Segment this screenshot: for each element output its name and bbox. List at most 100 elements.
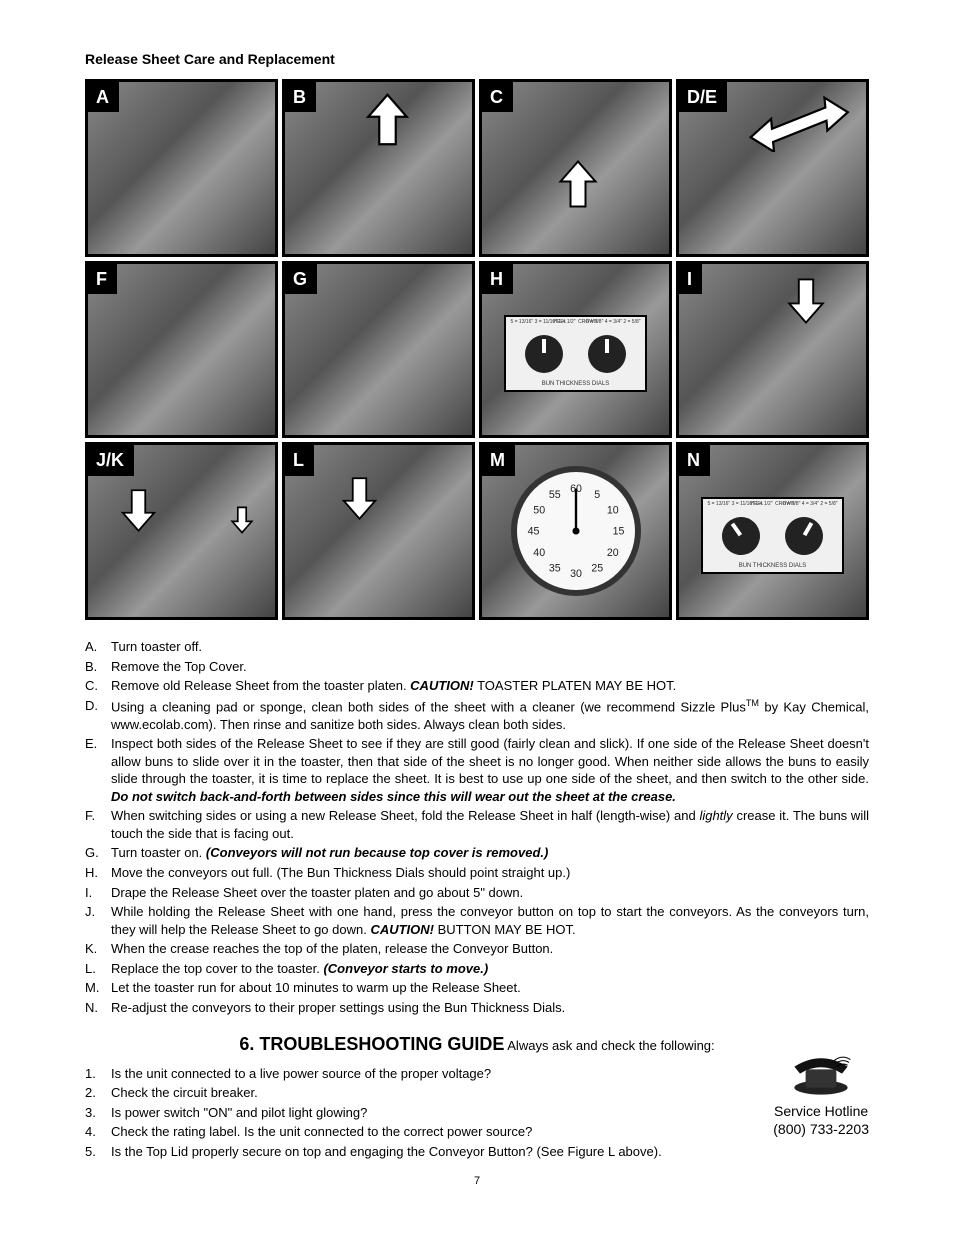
instruction-body: Re-adjust the conveyors to their proper … (111, 999, 869, 1017)
photo-label: L (285, 445, 314, 475)
troubleshoot-body: Is the Top Lid properly secure on top an… (111, 1143, 869, 1161)
troubleshoot-block: Service Hotline (800) 733-2203 1.Is the … (85, 1065, 869, 1161)
troubleshoot-marker: 2. (85, 1084, 111, 1102)
hotline-phone: (800) 733-2203 (773, 1120, 869, 1139)
instruction-marker: B. (85, 658, 111, 676)
troubleshoot-sub: Always ask and check the following: (507, 1038, 714, 1053)
instruction-marker: L. (85, 960, 111, 978)
instruction-list: A.Turn toaster off. B.Remove the Top Cove… (85, 638, 869, 1016)
instruction-item: L.Replace the top cover to the toaster. … (85, 960, 869, 978)
photo-label: G (285, 264, 317, 294)
photo-grid: A B C D/E F G H 5 = 13/16" 3 = 11/16" 1 … (85, 79, 869, 620)
troubleshoot-body: Check the rating label. Is the unit conn… (111, 1123, 869, 1141)
troubleshoot-item: 5.Is the Top Lid properly secure on top … (85, 1143, 869, 1161)
instruction-marker: J. (85, 903, 111, 938)
instruction-body: Inspect both sides of the Release Sheet … (111, 735, 869, 805)
instruction-item: E.Inspect both sides of the Release Shee… (85, 735, 869, 805)
photo-a: A (85, 79, 278, 257)
instruction-item: A.Turn toaster off. (85, 638, 869, 656)
svg-text:50: 50 (533, 505, 545, 517)
troubleshoot-marker: 1. (85, 1065, 111, 1083)
troubleshoot-marker: 4. (85, 1123, 111, 1141)
troubleshoot-item: 4.Check the rating label. Is the unit co… (85, 1123, 869, 1141)
arrow-up-icon (360, 92, 415, 147)
instruction-marker: E. (85, 735, 111, 805)
instruction-body: Remove old Release Sheet from the toaste… (111, 677, 869, 695)
page-number: 7 (85, 1174, 869, 1189)
arrow-up-icon (553, 159, 603, 209)
dial-heel-label: HEEL (553, 319, 566, 326)
instruction-item: F.When switching sides or using a new Re… (85, 807, 869, 842)
hotline-block: Service Hotline (800) 733-2203 (773, 1053, 869, 1140)
dial-right-labels: 6 = 7/8" 4 = 3/4" 2 = 5/8" (586, 319, 640, 326)
photo-n: N 5 = 13/16" 3 = 11/16" 1 = 1/2" HEEL CR… (676, 442, 869, 620)
photo-c: C (479, 79, 672, 257)
instruction-body: While holding the Release Sheet with one… (111, 903, 869, 938)
troubleshoot-item: 3.Is power switch "ON" and pilot light g… (85, 1104, 869, 1122)
dial-icon (778, 510, 830, 562)
instruction-item: B.Remove the Top Cover. (85, 658, 869, 676)
troubleshoot-marker: 5. (85, 1143, 111, 1161)
instruction-marker: F. (85, 807, 111, 842)
instruction-body: Drape the Release Sheet over the toaster… (111, 884, 869, 902)
troubleshoot-body: Is the unit connected to a live power so… (111, 1065, 869, 1083)
instruction-body: When the crease reaches the top of the p… (111, 940, 869, 958)
dial-right-labels: 6 = 7/8" 4 = 3/4" 2 = 5/8" (783, 501, 837, 508)
section-title: Release Sheet Care and Replacement (85, 50, 869, 69)
photo-g: G (282, 261, 475, 439)
instruction-body: Turn toaster on. (Conveyors will not run… (111, 844, 869, 862)
troubleshoot-title: 6. TROUBLESHOOTING GUIDE (239, 1034, 504, 1054)
svg-text:30: 30 (570, 568, 582, 580)
instruction-item: H.Move the conveyors out full. (The Bun … (85, 864, 869, 882)
photo-label: A (88, 82, 119, 112)
photo-label: F (88, 264, 117, 294)
dial-panel: 5 = 13/16" 3 = 11/16" 1 = 1/2" HEEL CROW… (701, 497, 843, 574)
photo-label: N (679, 445, 710, 475)
troubleshoot-item: 2.Check the circuit breaker. (85, 1084, 869, 1102)
photo-label: J/K (88, 445, 134, 475)
troubleshoot-list: 1.Is the unit connected to a live power … (85, 1065, 869, 1161)
photo-m: M 60510152025303540455055 (479, 442, 672, 620)
svg-text:15: 15 (612, 526, 624, 538)
instruction-item: C.Remove old Release Sheet from the toas… (85, 677, 869, 695)
dial-icon (525, 335, 563, 373)
troubleshoot-body: Is power switch "ON" and pilot light glo… (111, 1104, 869, 1122)
svg-text:5: 5 (594, 489, 600, 501)
arrow-double-icon (744, 92, 854, 152)
photo-h: H 5 = 13/16" 3 = 11/16" 1 = 1/2" HEEL CR… (479, 261, 672, 439)
instruction-marker: H. (85, 864, 111, 882)
instruction-marker: A. (85, 638, 111, 656)
photo-label: M (482, 445, 515, 475)
svg-text:25: 25 (591, 563, 603, 575)
photo-b: B (282, 79, 475, 257)
dial-icon (588, 335, 626, 373)
photo-label: D/E (679, 82, 727, 112)
arrow-down-icon (782, 277, 830, 325)
troubleshoot-heading: 6. TROUBLESHOOTING GUIDE Always ask and … (85, 1032, 869, 1056)
phone-icon (786, 1053, 856, 1097)
svg-text:40: 40 (533, 547, 545, 559)
instruction-body: Using a cleaning pad or sponge, clean bo… (111, 697, 869, 733)
instruction-body: Turn toaster off. (111, 638, 869, 656)
photo-jk: J/K (85, 442, 278, 620)
photo-label: B (285, 82, 316, 112)
instruction-marker: D. (85, 697, 111, 733)
arrow-down-icon (116, 488, 161, 533)
svg-text:55: 55 (548, 489, 560, 501)
instruction-item: K.When the crease reaches the top of the… (85, 940, 869, 958)
troubleshoot-item: 1.Is the unit connected to a live power … (85, 1065, 869, 1083)
instruction-marker: M. (85, 979, 111, 997)
svg-text:20: 20 (606, 547, 618, 559)
instruction-marker: K. (85, 940, 111, 958)
svg-text:10: 10 (606, 505, 618, 517)
arrow-down-small-icon (228, 506, 256, 534)
dial-icon (714, 509, 767, 562)
instruction-body: Let the toaster run for about 10 minutes… (111, 979, 869, 997)
instruction-item: J.While holding the Release Sheet with o… (85, 903, 869, 938)
photo-label: H (482, 264, 513, 294)
photo-f: F (85, 261, 278, 439)
photo-label: C (482, 82, 513, 112)
instruction-marker: C. (85, 677, 111, 695)
instruction-body: Move the conveyors out full. (The Bun Th… (111, 864, 869, 882)
instruction-body: When switching sides or using a new Rele… (111, 807, 869, 842)
